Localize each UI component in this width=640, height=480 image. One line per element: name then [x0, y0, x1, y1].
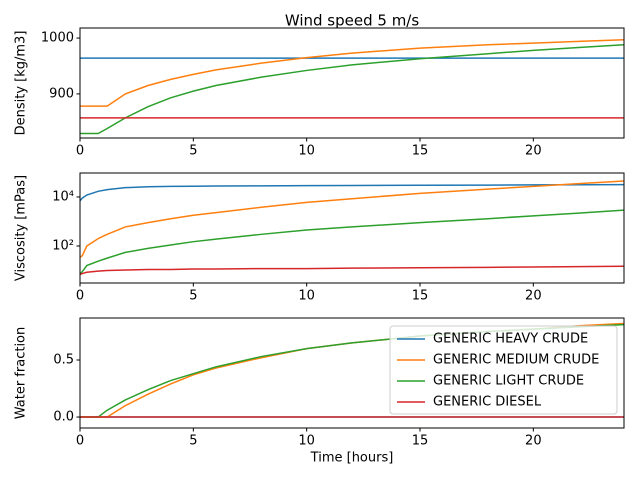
x-tick-label: 10 [298, 289, 315, 304]
y-tick-label: 1000 [41, 31, 74, 46]
legend-label: GENERIC MEDIUM CRUDE [433, 353, 599, 368]
plot-area [80, 38, 624, 135]
series-line [80, 265, 624, 276]
legend-label: GENERIC DIESEL [433, 395, 542, 410]
y-axis-label: Viscosity [mPas] [14, 175, 29, 281]
x-tick-label: 10 [298, 434, 315, 449]
chart-title: Wind speed 5 m/s [285, 12, 420, 30]
x-tick-label: 20 [525, 144, 542, 159]
y-axis-label: Density [kg/m3] [14, 31, 29, 136]
x-tick-label: 15 [412, 434, 429, 449]
legend-box [389, 325, 618, 415]
legend-label: GENERIC HEAVY CRUDE [433, 332, 588, 347]
x-tick-label: 0 [76, 144, 84, 159]
series-line [80, 183, 624, 202]
x-tick-label: 0 [76, 434, 84, 449]
x-tick-label: 15 [412, 289, 429, 304]
y-tick-label: 900 [49, 86, 74, 101]
x-tick-label: 5 [189, 144, 197, 159]
x-tick-label: 0 [76, 289, 84, 304]
x-tick-label: 5 [189, 289, 197, 304]
legend-label: GENERIC LIGHT CRUDE [433, 374, 584, 389]
series-line [80, 180, 624, 258]
series-line [80, 209, 624, 275]
axes-frame [79, 172, 625, 284]
x-tick-label: 20 [525, 434, 542, 449]
series-line [80, 44, 624, 135]
axes-frame [79, 317, 625, 429]
series-line [80, 38, 624, 107]
axes-frame [79, 27, 625, 139]
y-tick-label: 0.5 [53, 352, 74, 367]
x-tick-label: 15 [412, 144, 429, 159]
x-tick-label: 20 [525, 289, 542, 304]
x-axis-label: Time [hours] [310, 451, 394, 466]
x-tick-label: 10 [298, 144, 315, 159]
y-tick-label: 10⁴ [52, 189, 74, 204]
y-tick-label: 10² [52, 239, 74, 254]
y-tick-label: 0.0 [53, 410, 74, 425]
plot-area [80, 180, 624, 276]
y-axis-label: Water fraction [14, 327, 29, 420]
x-tick-label: 5 [189, 434, 197, 449]
